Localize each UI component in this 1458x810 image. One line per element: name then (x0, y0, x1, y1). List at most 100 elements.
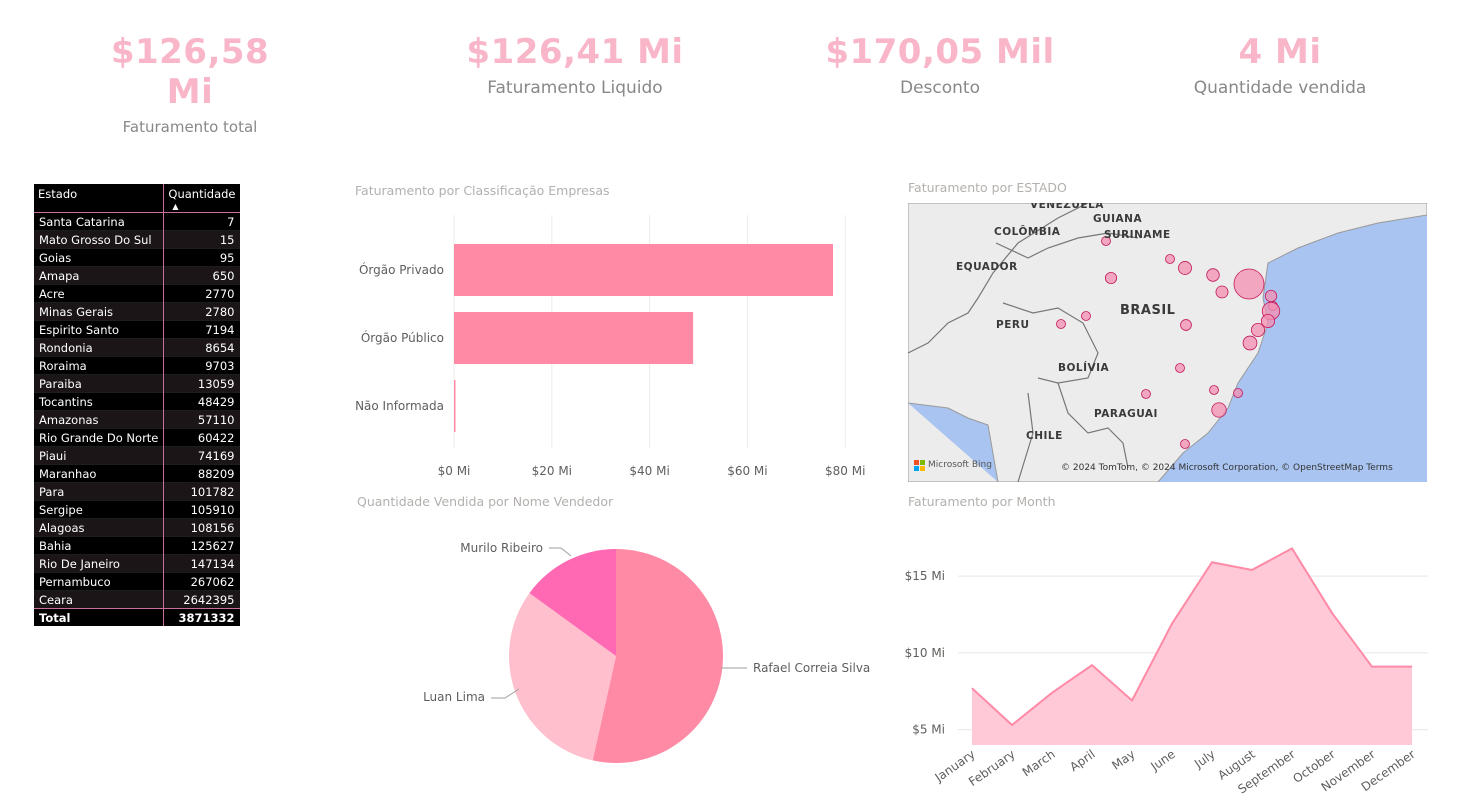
table-row[interactable]: Acre 2770 (34, 284, 240, 303)
map-bubble[interactable] (1081, 311, 1091, 321)
bar-category-label: Órgão Público (361, 330, 444, 345)
map-label-suriname: SURINAME (1104, 229, 1171, 241)
area-x-tick: July (1191, 747, 1218, 771)
table-row[interactable]: Ceara 2642395 (34, 590, 240, 609)
cell-estado: Sergipe (34, 500, 164, 519)
pie-slice-label: Luan Lima (423, 690, 485, 704)
map-bubble[interactable] (1206, 268, 1220, 282)
bar[interactable] (454, 244, 833, 296)
cell-estado: Goias (34, 248, 164, 267)
map-bubble[interactable] (1175, 363, 1185, 373)
cell-quantidade: 88209 (163, 464, 240, 483)
sort-ascending-icon[interactable]: ▲ (172, 202, 179, 211)
table-row[interactable]: Para 101782 (34, 482, 240, 501)
map-bubble[interactable] (1264, 289, 1278, 303)
area-chart-title: Faturamento por Month (908, 494, 1056, 509)
map-label-brasil: BRASIL (1120, 303, 1176, 318)
bar-x-tick: $40 Mi (629, 464, 669, 478)
cell-quantidade: 125627 (163, 536, 240, 555)
kpi-value: 4 Mi (1238, 32, 1322, 72)
cell-estado: Piaui (34, 446, 164, 465)
table-row[interactable]: Tocantins 48429 (34, 392, 240, 411)
cell-quantidade: 48429 (163, 392, 240, 411)
table-row[interactable]: Alagoas 108156 (34, 518, 240, 537)
cell-quantidade: 2770 (163, 284, 240, 303)
table-row[interactable]: Amazonas 57110 (34, 410, 240, 429)
cell-estado: Tocantins (34, 392, 164, 411)
cell-quantidade: 95 (163, 248, 240, 267)
table-row[interactable]: Rio Grande Do Norte 60422 (34, 428, 240, 447)
pie-leader-line (491, 688, 520, 699)
table-row[interactable]: Roraima 9703 (34, 356, 240, 375)
map-label-paraguai: PARAGUAI (1094, 408, 1158, 420)
state-quantity-table[interactable]: Estado Quantidade ▲ Santa Catarina 7 Mato G… (34, 184, 240, 626)
cell-estado: Alagoas (34, 518, 164, 537)
table-row[interactable]: Rio De Janeiro 147134 (34, 554, 240, 573)
cell-quantidade: 105910 (163, 500, 240, 519)
table-row[interactable]: Sergipe 105910 (34, 500, 240, 519)
cell-quantidade: 2642395 (163, 590, 240, 609)
map-bubble[interactable] (1233, 388, 1243, 398)
map-bubble[interactable] (1056, 319, 1066, 329)
map-bubble[interactable] (1178, 261, 1192, 275)
bubble-map[interactable]: VENEZUELA GUIANA COLÔMBIA SURINAME EQUAD… (908, 203, 1427, 482)
map-copyright[interactable]: © 2024 TomTom, © 2024 Microsoft Corporat… (1061, 463, 1393, 473)
pie-slice[interactable] (509, 593, 616, 761)
table-row[interactable]: Paraiba 13059 (34, 374, 240, 393)
map-bubble[interactable] (1250, 322, 1266, 338)
map-bubble[interactable] (1209, 385, 1219, 395)
pie-slice[interactable] (529, 549, 616, 656)
bar-chart[interactable]: $0 Mi $20 Mi $40 Mi $60 Mi $80 Mi Órgão Priva… (345, 200, 890, 490)
kpi-card-faturamento-liquido: $126,41 Mi Faturamento Liquido (460, 32, 690, 98)
pie-slice[interactable] (592, 549, 724, 763)
map-bubble[interactable] (1165, 254, 1175, 264)
cell-quantidade: 108156 (163, 518, 240, 537)
table-row[interactable]: Minas Gerais 2780 (34, 302, 240, 321)
map-bubble[interactable] (1242, 335, 1258, 351)
table-row[interactable]: Mato Grosso Do Sul 15 (34, 230, 240, 249)
map-bubble[interactable] (1215, 285, 1229, 299)
cell-estado: Rio De Janeiro (34, 554, 164, 573)
pie-chart[interactable]: Rafael Correia Silva Luan Lima Murilo Ribe… (345, 510, 890, 800)
column-header-estado[interactable]: Estado (34, 184, 164, 213)
bar[interactable] (454, 380, 456, 432)
map-bubble[interactable] (1101, 236, 1111, 246)
cell-estado: Pernambuco (34, 572, 164, 591)
map-bubble[interactable] (1180, 439, 1190, 449)
map-bubble[interactable] (1180, 319, 1192, 331)
cell-quantidade: 13059 (163, 374, 240, 393)
table-row[interactable]: Rondonia 8654 (34, 338, 240, 357)
cell-estado: Minas Gerais (34, 302, 164, 321)
table-row[interactable]: Amapa 650 (34, 266, 240, 285)
map-bubble[interactable] (1233, 268, 1265, 300)
pie-leader-line (549, 547, 572, 557)
table-row[interactable]: Piaui 74169 (34, 446, 240, 465)
map-bubble[interactable] (1104, 271, 1118, 285)
area-line[interactable] (971, 547, 1412, 727)
bar-x-tick: $80 Mi (825, 464, 865, 478)
table-row[interactable]: Goias 95 (34, 248, 240, 267)
map-bubble[interactable] (1141, 389, 1151, 399)
column-header-quantidade[interactable]: Quantidade ▲ (163, 184, 240, 213)
table-row[interactable]: Bahia 125627 (34, 536, 240, 555)
area-y-tick: $10 Mi (905, 646, 945, 660)
table-row[interactable]: Espirito Santo 7194 (34, 320, 240, 339)
table-row[interactable]: Pernambuco 267062 (34, 572, 240, 591)
bar-category-label: Órgão Privado (359, 262, 444, 277)
table-row[interactable]: Santa Catarina 7 (34, 212, 240, 231)
bar-x-tick: $60 Mi (727, 464, 767, 478)
map-label-guiana: GUIANA (1093, 213, 1143, 225)
cell-quantidade: 267062 (163, 572, 240, 591)
map-bubble[interactable] (1260, 313, 1276, 329)
pie-chart-title: Quantidade Vendida por Nome Vendedor (357, 494, 614, 509)
kpi-card-desconto: $170,05 Mil Desconto (820, 32, 1060, 98)
bar[interactable] (454, 312, 694, 364)
map-bubble[interactable] (1211, 402, 1227, 418)
cell-quantidade: 60422 (163, 428, 240, 447)
table-row[interactable]: Maranhao 88209 (34, 464, 240, 483)
cell-quantidade: 74169 (163, 446, 240, 465)
map-bubble-layer[interactable] (908, 203, 1427, 482)
cell-estado: Rio Grande Do Norte (34, 428, 164, 447)
cell-estado: Bahia (34, 536, 164, 555)
